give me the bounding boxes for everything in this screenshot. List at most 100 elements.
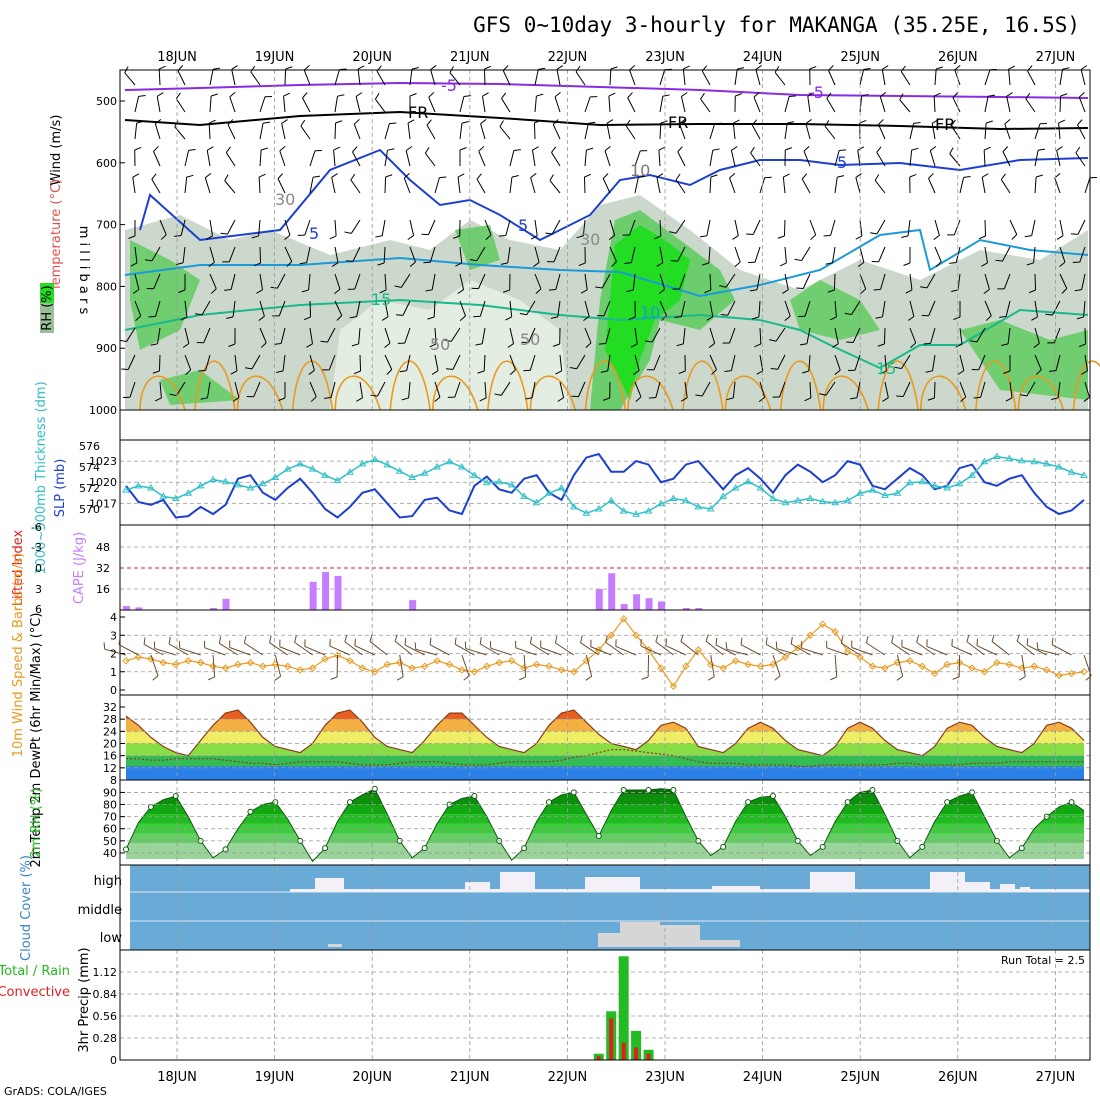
wind-barb [1084,327,1087,345]
wind-barb [634,177,639,194]
wind-barb [602,178,611,194]
wind-barb [1026,644,1047,656]
wind-barb-flag [935,66,943,70]
wind-barb-flag [455,262,462,267]
warm-contour [822,375,869,411]
wind-barb [429,644,450,656]
wind-barb-flag [454,637,457,645]
wind-barb [502,70,511,86]
warm-contour [627,375,674,411]
wind-barb [383,246,386,264]
wind-speed-point [632,631,640,639]
wind-barb [429,246,436,263]
wind-barb-flag [1074,289,1082,292]
li-tick-label: 6 [35,603,42,616]
wind-barb-flag [404,637,407,646]
wind-barb-flag [849,397,858,400]
wind-barb [309,300,312,318]
wind-barb [807,96,811,113]
wind-barb [231,69,236,86]
wind-barb-flag [534,119,542,124]
wind-barb-flag [461,120,469,124]
wind-barb [632,273,636,290]
wind-barb [679,273,686,290]
wind-barb-flag [829,316,837,321]
wind-barb [752,219,761,235]
wind-barb [333,150,336,167]
wind-barb [959,354,965,371]
wind-barb-flag [935,261,942,267]
wind-barb [534,69,539,86]
wind-barb-flag [414,642,417,650]
wind-barb [476,178,486,194]
rh-band [126,788,1084,795]
wind-speed-point [122,657,130,665]
wind-barb-flag [777,235,785,239]
wind-barb [483,68,486,86]
wind-barb [523,654,527,677]
wind-barb [209,96,212,113]
wind-barb [430,69,436,86]
wind-barb-flag [891,635,894,643]
thickness-point [607,496,616,504]
thickness-point [905,478,914,486]
wind-barb-flag [210,93,218,97]
thickness-point [719,492,728,499]
wind-barb-flag [580,635,583,643]
wind-speed-point [1030,662,1038,670]
wind-barb [784,246,787,263]
wind-barb-flag [913,121,921,124]
wind-barb [984,96,989,113]
wind-speed-point [769,660,777,669]
wind-barb [1077,124,1086,140]
wind-barb-flag [330,676,338,680]
wind-barb [529,354,536,371]
wind-barb-flag [494,393,502,396]
wind-barb-flag [823,234,831,237]
wind-barb [154,123,161,140]
rh-point [147,803,154,810]
wind-barb [856,381,861,398]
wind-barb [1056,150,1061,167]
wind-barb [407,123,411,140]
wind-barb [258,219,261,236]
wind-barb-flag [153,146,159,152]
wind-barb-flag [804,397,812,402]
wind-barb [950,125,961,140]
wind-barb-flag [1051,397,1059,401]
wind-barb-flag [409,93,417,97]
wind-barb-flag [746,233,754,235]
slp-line [125,452,1085,519]
y-tick-label: 60 [103,823,117,836]
wind-barb [229,647,251,656]
wind-barb-flag [569,366,577,370]
wind-barb [833,273,836,291]
wind-barb-flag [150,343,158,346]
contour-label: 15 [876,359,896,378]
thickness-point [706,505,715,512]
wind-barb [534,246,540,263]
wind-barb-flag [588,121,596,124]
wind-barb-flag [711,369,717,375]
wind-barb [177,70,186,86]
wind-barb [408,381,411,398]
wind-barb-flag [548,288,556,291]
thickness-tick-label: 576 [79,440,100,453]
thickness-point [557,484,566,491]
y-tick-label: 28 [103,713,117,726]
wind-barb [934,219,940,236]
wind-barb [883,327,886,345]
wind-barb-flag [955,343,963,348]
wind-barb-flag [479,397,487,402]
wind-barb [552,124,561,140]
thickness-point [1042,459,1051,467]
y-tick-label: 700 [96,219,117,232]
temp-band [126,719,1084,732]
wind-barb [334,96,338,113]
wind-barb-flag [285,66,293,70]
wind-barb-flag [482,92,489,97]
wind-barb-flag [379,289,387,294]
wind-barb [951,645,973,656]
wind-barb [734,219,739,236]
warm-contour [139,375,186,411]
